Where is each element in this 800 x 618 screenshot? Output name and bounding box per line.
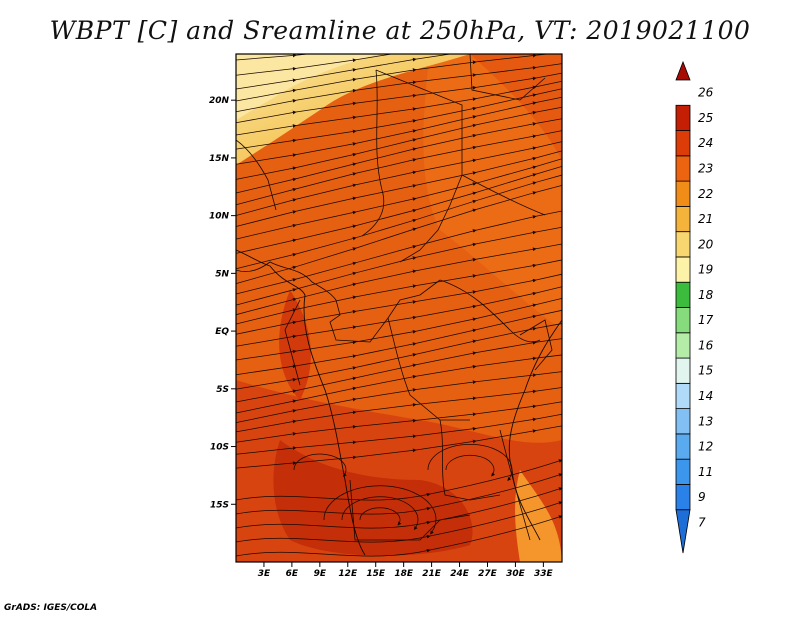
streamline (236, 54, 562, 61)
field-zone-core (273, 440, 473, 556)
coast-line (236, 249, 366, 556)
border-line (284, 299, 301, 386)
x-tick-label: 24E (450, 569, 470, 579)
x-tick-label: 9E (314, 569, 327, 579)
colorbar-label: 21 (698, 212, 713, 226)
x-tick-label: 30E (506, 569, 526, 579)
colorbar-label: 9 (698, 490, 706, 504)
streamline (341, 496, 419, 530)
colorbar-swatch (675, 180, 691, 207)
colorbar-swatch (675, 130, 691, 157)
field-zone-sahara-core (236, 54, 380, 120)
colorbar-swatch (675, 408, 691, 435)
colorbar-swatch (675, 357, 691, 384)
y-tick-label: 15S (210, 500, 229, 510)
coast-line (508, 319, 562, 541)
streamline (359, 507, 402, 526)
streamline (236, 418, 562, 469)
y-tick-label: 5S (216, 385, 229, 395)
colorbar-swatch (675, 231, 691, 258)
x-tick-label: 3E (258, 569, 271, 579)
border-line (236, 139, 277, 211)
map-frame (235, 53, 563, 563)
chart-title: WBPT [C] and Sreamline at 250hPa, VT: 20… (49, 16, 751, 45)
y-tick-label: 10N (209, 212, 230, 222)
colorbar-swatch (675, 509, 691, 554)
colorbar-label: 7 (698, 515, 706, 529)
colorbar-swatch (675, 60, 691, 81)
colorbar-label: 18 (698, 288, 714, 302)
streamline (236, 515, 562, 557)
x-tick-label: 27E (478, 569, 498, 579)
colorbar-label: 25 (698, 111, 713, 125)
colorbar-swatch (675, 382, 691, 410)
border-line (349, 479, 471, 541)
x-tick-label: 6E (286, 569, 299, 579)
colorbar-swatch (675, 155, 691, 182)
streamline (293, 453, 347, 477)
border-line (329, 279, 441, 343)
colorbar-label: 23 (698, 161, 713, 175)
x-tick-label: 18E (394, 569, 414, 579)
border-line (439, 419, 501, 501)
x-tick-label: 33E (534, 569, 554, 579)
colorbar-label: 20 (698, 237, 714, 251)
map-panel (236, 54, 562, 562)
colorbar-label: 11 (698, 465, 713, 479)
colorbar-swatch (675, 281, 691, 308)
x-tick-label: 12E (338, 569, 358, 579)
colorbar-label: 19 (698, 263, 713, 277)
y-axis: 20N 15N 10N 5N EQ 5S 10S 15S (209, 96, 236, 510)
y-tick-label: EQ (215, 327, 229, 337)
colorbar-label: 17 (698, 313, 714, 327)
colorbar-swatch (675, 205, 691, 233)
border-line (387, 317, 470, 421)
colorbar-swatch (675, 332, 691, 359)
colorbar-label: 24 (698, 136, 713, 150)
colorbar-label: 14 (698, 389, 713, 403)
y-tick-label: 5N (215, 269, 229, 279)
colorbar: 7 9 11 12 13 14 15 16 17 18 19 20 21 22 23 24 25 26 (675, 60, 714, 554)
x-tick-label: 15E (366, 569, 386, 579)
colorbar-label: 26 (698, 86, 714, 100)
colorbar-swatch (675, 104, 691, 131)
credit-text: GrADS: IGES/COLA (4, 603, 98, 613)
x-axis: 3E 6E 9E 12E 15E 18E 21E 24E 27E 30E 33E (258, 562, 554, 579)
border-line (519, 319, 553, 371)
x-tick-label: 21E (422, 569, 442, 579)
border-line (375, 69, 463, 263)
border-line (461, 174, 546, 216)
colorbar-label: 13 (698, 414, 713, 428)
y-tick-label: 10S (210, 443, 229, 453)
colorbar-swatch (675, 433, 691, 460)
colorbar-swatch (675, 484, 691, 511)
colorbar-swatch (675, 256, 691, 283)
colorbar-swatch (675, 458, 691, 485)
streamlines (236, 54, 562, 557)
colorbar-label: 16 (698, 338, 714, 352)
colorbar-label: 22 (698, 187, 713, 201)
colorbar-label: 12 (698, 440, 713, 454)
border-line (469, 54, 546, 101)
border-line (236, 261, 337, 301)
country-borders (236, 54, 553, 541)
y-tick-label: 15N (209, 154, 230, 164)
y-tick-label: 20N (209, 96, 230, 106)
border-line (439, 279, 541, 343)
colorbar-label: 15 (698, 364, 713, 378)
border-line (361, 69, 385, 237)
coastline (236, 249, 562, 556)
colorbar-swatch (675, 307, 691, 334)
